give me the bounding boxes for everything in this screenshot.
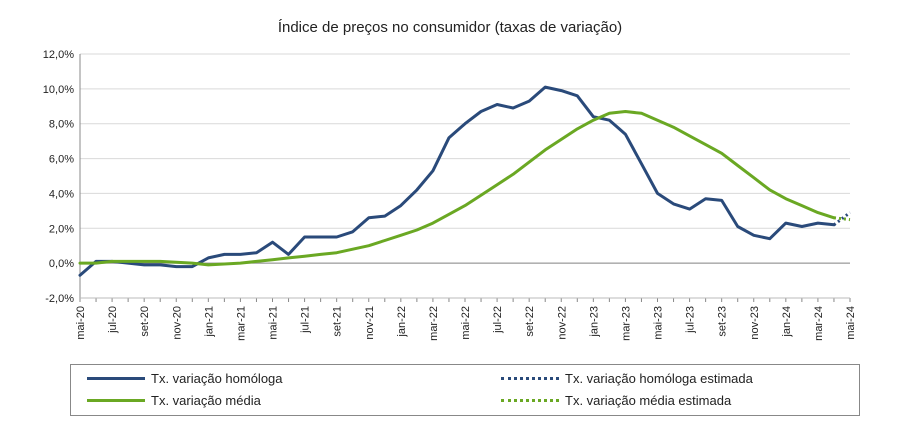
y-tick-label: 0,0% — [49, 258, 74, 270]
x-tick-label: set-20 — [139, 306, 151, 337]
y-tick-label: 4,0% — [49, 188, 74, 200]
x-tick-label: nov-23 — [749, 306, 761, 340]
legend-item-media: Tx. variação média — [87, 393, 261, 408]
series-lines — [78, 85, 851, 277]
legend-label-media: Tx. variação média — [151, 393, 261, 408]
x-tick-label: mar-22 — [428, 306, 440, 341]
x-tick-label: mai-21 — [268, 306, 280, 340]
series-line-0 — [78, 85, 836, 277]
x-tick-label: set-21 — [332, 306, 344, 337]
x-tick-label: nov-21 — [364, 306, 376, 340]
y-tick-label: 6,0% — [49, 154, 74, 166]
grid-lines — [80, 53, 850, 299]
x-tick-label: set-22 — [524, 306, 536, 337]
series-line-1 — [833, 211, 851, 226]
legend-swatch-homologa-estimada — [501, 377, 559, 380]
x-tick-label: jul-23 — [685, 306, 697, 334]
y-tick-label: 2,0% — [49, 223, 74, 235]
y-tick-label: 10,0% — [43, 84, 74, 96]
x-tick-label: mai-22 — [460, 306, 472, 340]
legend-swatch-media-estimada — [501, 399, 559, 402]
x-tick-label: nov-22 — [556, 306, 568, 340]
x-tick-label: jan-22 — [396, 306, 408, 338]
legend-swatch-homologa — [87, 377, 145, 380]
x-tick-label: mai-24 — [845, 306, 857, 340]
x-tick-label: mar-21 — [235, 306, 247, 341]
y-axis: -2,0% 0,0% 2,0% 4,0% 6,0% 8,0% 10,0% 12,0% — [43, 49, 81, 305]
x-tick-label: nov-20 — [171, 306, 183, 340]
x-tick-label: set-23 — [717, 306, 729, 337]
legend-item-homologa-estimada: Tx. variação homóloga estimada — [501, 371, 753, 386]
x-tick-label: jul-21 — [300, 306, 312, 334]
x-tick-label: jul-22 — [492, 306, 504, 334]
y-tick-label: 8,0% — [49, 119, 74, 131]
x-tick-label: mar-23 — [620, 306, 632, 341]
chart-legend: Tx. variação homóloga Tx. variação homól… — [70, 364, 860, 416]
y-tick-label: -2,0% — [45, 293, 74, 305]
x-tick-label: mai-23 — [653, 306, 665, 340]
legend-swatch-media — [87, 399, 145, 402]
x-tick-label: jan-21 — [203, 306, 215, 338]
legend-item-homologa: Tx. variação homóloga — [87, 371, 283, 386]
x-tick-label: jan-24 — [781, 306, 793, 338]
x-tick-label: mar-24 — [813, 306, 825, 341]
legend-item-media-estimada: Tx. variação média estimada — [501, 393, 731, 408]
legend-label-homologa-estimada: Tx. variação homóloga estimada — [565, 371, 753, 386]
y-tick-label: 12,0% — [43, 49, 74, 61]
legend-label-media-estimada: Tx. variação média estimada — [565, 393, 732, 408]
series-line-2 — [78, 110, 836, 267]
x-tick-label: jul-20 — [107, 306, 119, 334]
chart-title: Índice de preços no consumidor (taxas de… — [278, 19, 622, 36]
x-tick-label: mai-20 — [75, 306, 87, 340]
x-tick-label: jan-23 — [588, 306, 600, 338]
legend-label-homologa: Tx. variação homóloga — [151, 371, 283, 386]
x-axis: mai-20 jul-20 set-20 nov-20 jan-21 mar-21 mai-… — [75, 262, 857, 341]
